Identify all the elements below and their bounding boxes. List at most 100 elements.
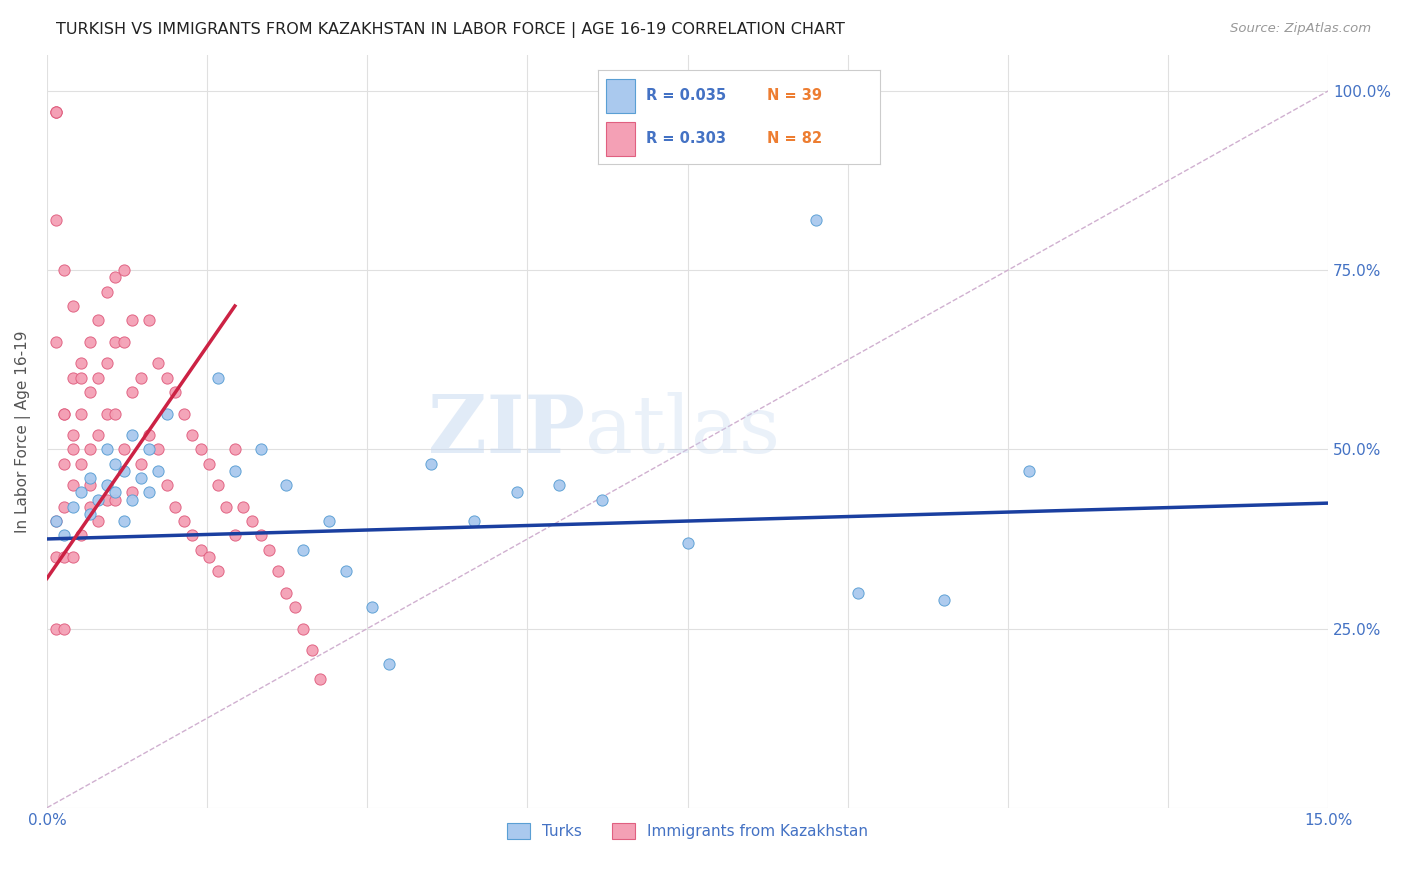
Point [420,457,443,471]
Point [309,672,332,686]
Point [360,600,382,615]
Point [155,370,177,384]
Point [96,478,118,492]
Point [62,478,84,492]
Point [181,528,204,542]
Point [79,334,101,349]
Point [249,442,271,457]
Point [181,428,204,442]
Point [121,428,143,442]
Point [121,492,143,507]
Point [198,457,221,471]
Point [44,105,66,120]
Point [318,514,340,528]
Point [79,384,101,399]
Point [79,478,101,492]
Point [1018,464,1040,478]
Text: atlas: atlas [585,392,780,470]
Point [70,356,93,370]
Point [301,643,323,657]
Point [207,370,229,384]
Point [79,442,101,457]
Point [104,485,127,500]
Point [79,500,101,514]
Point [804,213,827,227]
Point [506,485,529,500]
Point [62,370,84,384]
Point [224,464,246,478]
Point [104,407,127,421]
Point [62,428,84,442]
Point [87,313,110,327]
Point [53,263,76,277]
Point [96,407,118,421]
Point [138,428,160,442]
Point [70,457,93,471]
Point [62,500,84,514]
Point [146,356,169,370]
Point [232,500,254,514]
Point [848,585,870,599]
Point [676,535,699,549]
Point [44,105,66,120]
Point [96,442,118,457]
Point [224,528,246,542]
Point [53,457,76,471]
Point [155,478,177,492]
Point [190,542,212,557]
Point [121,313,143,327]
Point [463,514,485,528]
Point [62,299,84,313]
Point [266,564,288,578]
Point [207,478,229,492]
Point [129,457,152,471]
Text: Source: ZipAtlas.com: Source: ZipAtlas.com [1230,22,1371,36]
Point [292,622,315,636]
Point [70,407,93,421]
Text: ZIP: ZIP [427,392,585,470]
Point [44,514,66,528]
Point [53,549,76,564]
Point [112,464,135,478]
Point [44,105,66,120]
Point [165,500,187,514]
Point [53,528,76,542]
Point [96,285,118,299]
Point [257,542,280,557]
Point [207,564,229,578]
Point [173,514,195,528]
Point [276,478,298,492]
Point [146,442,169,457]
Legend: Turks, Immigrants from Kazakhstan: Turks, Immigrants from Kazakhstan [501,817,875,846]
Point [112,263,135,277]
Point [377,657,399,672]
Point [44,514,66,528]
Point [121,485,143,500]
Point [44,622,66,636]
Point [276,585,298,599]
Point [70,485,93,500]
Y-axis label: In Labor Force | Age 16-19: In Labor Force | Age 16-19 [15,330,31,533]
Point [62,442,84,457]
Point [79,507,101,521]
Point [70,528,93,542]
Point [129,471,152,485]
Text: TURKISH VS IMMIGRANTS FROM KAZAKHSTAN IN LABOR FORCE | AGE 16-19 CORRELATION CHA: TURKISH VS IMMIGRANTS FROM KAZAKHSTAN IN… [56,22,845,38]
Point [87,428,110,442]
Point [121,384,143,399]
Point [87,370,110,384]
Point [104,492,127,507]
Point [53,407,76,421]
Point [138,313,160,327]
Point [249,528,271,542]
Point [104,270,127,285]
Point [44,549,66,564]
Point [138,442,160,457]
Point [53,407,76,421]
Point [215,500,238,514]
Point [284,600,307,615]
Point [87,514,110,528]
Point [104,457,127,471]
Point [146,464,169,478]
Point [129,370,152,384]
